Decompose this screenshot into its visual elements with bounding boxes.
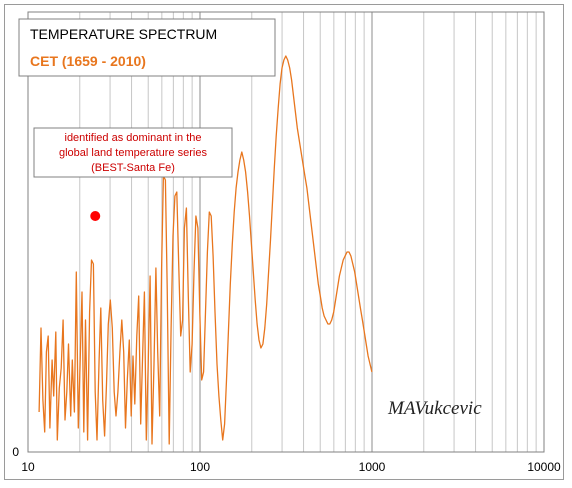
annotation-line-3: (BEST-Santa Fe) [91,162,175,174]
x-tick-label: 10 [21,460,35,474]
plot-area [27,11,545,453]
x-tick-label: 10000 [527,460,561,474]
series-layer [38,55,373,445]
x-tick-label: 100 [190,460,210,474]
title-box-frame [18,18,276,77]
axis-ticks: 10 100 1000 10000 0 [12,445,561,474]
annotation-line-2: global land temperature series [59,147,207,159]
highlight-point [90,211,101,221]
chart-frame [4,4,564,480]
author-signature: MAVukcevic [387,398,482,419]
annotation-box: identified as dominant in the global lan… [33,127,233,178]
annotation-line-1: identified as dominant in the [65,132,202,144]
chart-title: TEMPERATURE SPECTRUM [30,26,217,42]
spectrum-line [38,55,373,445]
y-tick-label: 0 [12,445,19,459]
annotation-box-frame [33,127,233,178]
chart-subtitle: CET (1659 - 2010) [30,53,146,69]
x-tick-label: 1000 [359,460,386,474]
title-box: TEMPERATURE SPECTRUM CET (1659 - 2010) [18,18,276,77]
